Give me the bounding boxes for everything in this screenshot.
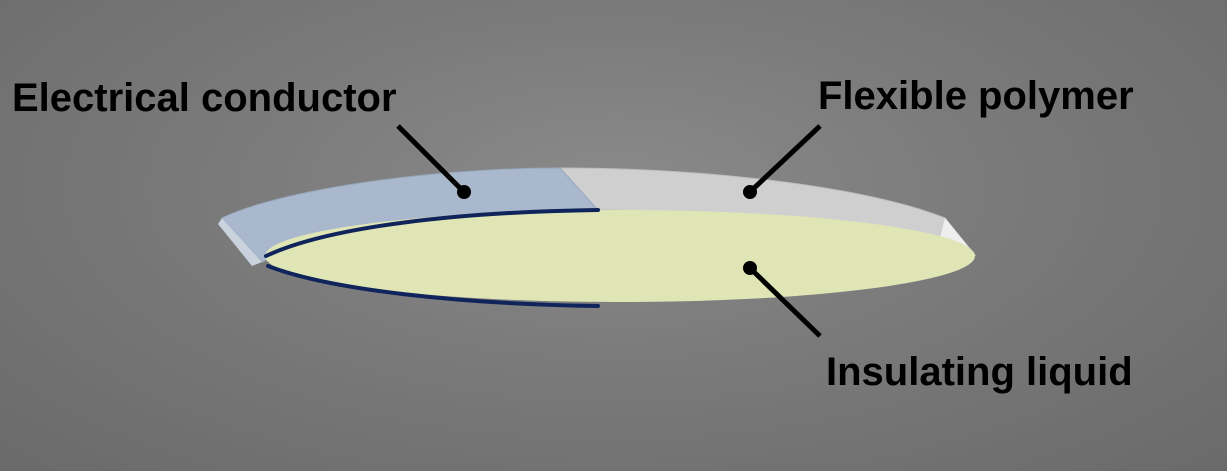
conductor-side-face xyxy=(218,218,262,266)
insulating-liquid-label: Insulating liquid xyxy=(826,350,1133,394)
conductor-leader-line xyxy=(396,124,464,192)
liquid-leader-dot xyxy=(743,261,757,275)
flexible-polymer-label: Flexible polymer xyxy=(818,74,1134,118)
conductor-edge-lower xyxy=(266,264,600,308)
flexible-polymer-edge xyxy=(940,218,975,255)
polymer-leader-line xyxy=(750,124,822,192)
polymer-leader-dot xyxy=(743,185,757,199)
conductor-leader-dot xyxy=(457,185,471,199)
insulating-liquid-ellipse xyxy=(265,210,975,302)
liquid-leader-line xyxy=(750,268,822,338)
conductor-edge-upper xyxy=(264,208,600,258)
electrical-conductor-label: Electrical conductor xyxy=(12,76,397,120)
